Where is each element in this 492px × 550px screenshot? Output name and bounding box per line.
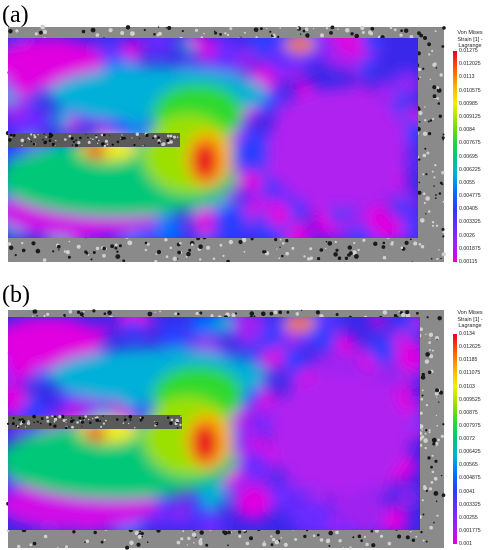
strain-field-map-b [6, 309, 446, 550]
colorbar-tick-label: 0.0084 [459, 127, 475, 134]
colorbar-tick-label: 0.011075 [459, 370, 481, 377]
colorbar-tick-label: 0.004875 [459, 475, 481, 482]
colorbar-tick-label: 0.006225 [459, 166, 481, 173]
colorbar-tick-label: 0.00115 [459, 259, 478, 265]
colorbar-tick-label: 0.0134 [459, 331, 475, 337]
colorbar-title-line: Strain [1] - [457, 36, 483, 43]
colorbar-gradient-b [453, 334, 457, 544]
strain-contours [8, 38, 418, 238]
colorbar-title-line: Strain [1] - [457, 316, 483, 323]
colorbar-tick-label: 0.007675 [459, 140, 481, 147]
colorbar-title-a: Von Mises Strain [1] - Lagrange [450, 30, 490, 50]
colorbar-tick-label: 0.001875 [459, 245, 481, 252]
colorbar-tick-label: 0.01185 [459, 357, 478, 364]
colorbar-tick-label: 0.0055 [459, 179, 475, 186]
colorbar-tick-label: 0.00565 [459, 462, 478, 469]
colorbar-tick-label: 0.00405 [459, 206, 478, 213]
colorbar-tick-label: 0.004775 [459, 193, 481, 200]
colorbar-title-line: Lagrange [458, 43, 482, 49]
panel-label-b: (b) [2, 282, 30, 308]
colorbar-tick-label: 0.012625 [459, 344, 481, 351]
colorbar-tick-label: 0.003325 [459, 501, 481, 508]
colorbar-tick-label: 0.003325 [459, 219, 481, 226]
strain-field-map-a [5, 24, 446, 262]
figure-panel-a: (a) Von Mises Strain [1] - Lagrange 0.01… [0, 0, 492, 265]
colorbar-tick-label: 0.0103 [459, 383, 475, 390]
colorbar-title-b: Von Mises Strain [1] - Lagrange [450, 310, 490, 330]
colorbar-tick-label: 0.00985 [459, 100, 478, 107]
colorbar-gradient-a [453, 51, 457, 262]
colorbar-title-line: Lagrange [458, 323, 482, 329]
colorbar-tick-label: 0.007975 [459, 422, 481, 429]
colorbar-tick-label: 0.012025 [459, 61, 481, 68]
colorbar-tick-label: 0.001775 [459, 527, 481, 534]
colorbar-tick-label: 0.00255 [459, 514, 478, 521]
colorbar-tick-label: 0.0113 [459, 74, 475, 81]
colorbar-tick-label: 0.006425 [459, 449, 481, 456]
colorbar-tick-label: 0.00695 [459, 153, 478, 160]
colorbar-tick-label: 0.009525 [459, 396, 481, 403]
colorbar-title-line: Von Mises [457, 310, 483, 316]
figure-panel-b: (b) Von Mises Strain [1] - Lagrange 0.01… [0, 280, 492, 550]
colorbar-tick-label: 0.00875 [459, 409, 478, 416]
colorbar-tick-label: 0.0041 [459, 488, 475, 495]
crack-speckle [8, 132, 179, 148]
colorbar-tick-label: 0.010575 [459, 87, 481, 94]
crack-notch [8, 415, 182, 429]
colorbar-tick-label: 0.0072 [459, 436, 475, 442]
colorbar-title-line: Von Mises [457, 30, 483, 36]
colorbar-tick-label: 0.009125 [459, 113, 481, 120]
crack-speckle [6, 414, 182, 430]
colorbar-tick-label: 0.0026 [459, 232, 475, 239]
colorbar-tick-label: 0.001 [459, 541, 472, 547]
colorbar-tick-label: 0.01275 [459, 48, 478, 54]
panel-label-a: (a) [2, 2, 29, 28]
